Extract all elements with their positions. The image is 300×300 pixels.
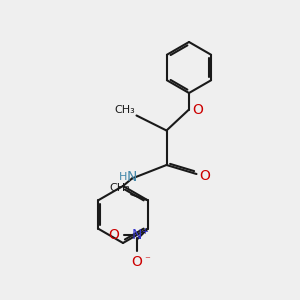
Text: O: O: [193, 103, 203, 116]
Text: H: H: [119, 172, 128, 182]
Text: O: O: [199, 169, 210, 182]
Text: +: +: [141, 227, 148, 236]
Text: O: O: [108, 228, 119, 242]
Text: N: N: [132, 228, 142, 242]
Text: ⁻: ⁻: [144, 255, 150, 265]
Text: O: O: [132, 255, 142, 269]
Text: N: N: [127, 170, 137, 184]
Text: CH₃: CH₃: [114, 105, 135, 115]
Text: CH₃: CH₃: [109, 183, 130, 193]
